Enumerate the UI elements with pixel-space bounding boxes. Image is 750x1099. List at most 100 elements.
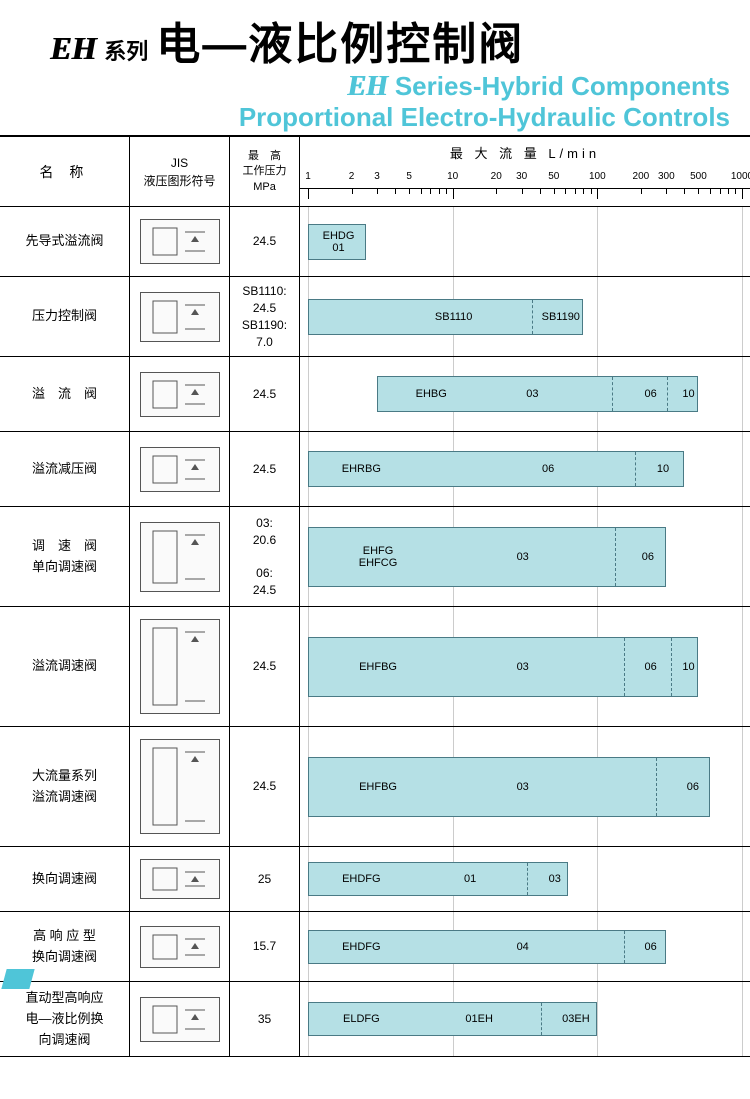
bar-label: 03 — [517, 781, 529, 793]
bar-label: 03EH — [562, 1013, 590, 1025]
flow-bar: SB1110SB1190 — [308, 299, 583, 335]
axis-tick — [583, 189, 584, 194]
bar-divider — [527, 863, 528, 895]
eh-logo-cyan: EH — [347, 71, 387, 102]
bar-label: 06 — [642, 551, 654, 563]
bar-label: EHDFG — [342, 941, 381, 953]
grid-line — [742, 607, 743, 726]
axis-tick-label: 1 — [305, 171, 311, 182]
axis-tick-label: 5 — [406, 171, 412, 182]
axis-tick-label: 200 — [633, 171, 650, 182]
bar-label: 03 — [526, 388, 538, 400]
table-row: 换向调速阀25EHDFG0103 — [0, 847, 750, 912]
table-row: 溢 流 阀24.5EHBG030610 — [0, 357, 750, 432]
grid-line — [308, 357, 309, 431]
row-name: 压力控制阀 — [0, 277, 130, 356]
row-chart: EHBG030610 — [300, 357, 750, 431]
grid-line — [742, 507, 743, 606]
subtitle-en-1: EH Series-Hybrid Components — [50, 72, 730, 103]
row-chart: EHDG 01 — [300, 207, 750, 276]
row-mpa: 24.5 — [230, 207, 300, 276]
bar-label: EHBG — [416, 388, 447, 400]
grid-line — [597, 847, 598, 911]
bar-label: EHFBG — [359, 781, 397, 793]
row-symbol — [130, 207, 230, 276]
bar-label: 06 — [687, 781, 699, 793]
row-chart: EHFBG 03 06 — [300, 727, 750, 846]
axis-tick — [522, 189, 523, 194]
grid-line — [742, 277, 743, 356]
flow-bar: EHDFG0406 — [308, 930, 666, 964]
axis-tick-label: 3 — [374, 171, 380, 182]
row-mpa: 03: 20.6 06: 24.5 — [230, 507, 300, 606]
grid-line — [453, 207, 454, 276]
col-header-symbol: JIS 液压图形符号 — [130, 137, 230, 206]
row-symbol — [130, 607, 230, 726]
row-chart: EHDFG0103 — [300, 847, 750, 911]
axis-tick — [591, 189, 592, 194]
hydraulic-symbol-icon — [140, 859, 220, 899]
row-mpa: 25 — [230, 847, 300, 911]
bar-divider — [667, 377, 668, 411]
row-symbol — [130, 727, 230, 846]
bar-divider — [612, 377, 613, 411]
row-symbol — [130, 432, 230, 506]
axis-tick — [698, 189, 699, 194]
grid-line — [742, 982, 743, 1056]
bar-label: 03 — [517, 551, 529, 563]
bar-divider — [532, 300, 533, 334]
eh-logo: EH — [50, 30, 96, 67]
title-line-2: EH Series-Hybrid Components Proportional… — [50, 72, 740, 131]
row-chart: ELDFG01EH03EH — [300, 982, 750, 1056]
title-line-1: EH 系列 电—液比例控制阀 — [50, 8, 740, 72]
grid-line — [597, 277, 598, 356]
data-table: 名 称 JIS 液压图形符号 最 高 工作压力 MPa 最 大 流 量 L/mi… — [0, 135, 750, 1057]
axis-tick — [728, 189, 729, 194]
row-mpa: SB1110: 24.5 SB1190: 7.0 — [230, 277, 300, 356]
row-chart: EHDFG0406 — [300, 912, 750, 981]
series-label-cn: 系列 — [104, 34, 148, 66]
hydraulic-symbol-icon — [140, 219, 220, 264]
hydraulic-symbol-icon — [140, 522, 220, 592]
axis-tick-label: 10 — [447, 171, 458, 182]
flow-bar: ELDFG01EH03EH — [308, 1002, 597, 1036]
axis-tick — [597, 189, 598, 199]
table-row: 直动型高响应 电—液比例换 向调速阀35ELDFG01EH03EH — [0, 982, 750, 1057]
bar-label: EHRBG — [342, 463, 381, 475]
bar-label: EHFG EHFCG — [359, 545, 398, 569]
table-row: 压力控制阀 SB1110: 24.5 SB1190: 7.0SB1110SB119… — [0, 277, 750, 357]
bar-label: 06 — [542, 463, 554, 475]
chart-axis-title: 最 大 流 量 L/min — [450, 143, 600, 162]
axis-tick — [641, 189, 642, 194]
row-mpa: 24.5 — [230, 727, 300, 846]
bar-label: ELDFG — [343, 1013, 380, 1025]
bar-divider — [615, 528, 616, 586]
bar-label: 06 — [645, 941, 657, 953]
bar-label: 06 — [645, 661, 657, 673]
bar-divider — [635, 452, 636, 486]
axis: 1235102030501002003005001000 — [300, 171, 750, 206]
axis-tick — [554, 189, 555, 194]
axis-tick — [421, 189, 422, 194]
axis-tick — [710, 189, 711, 194]
table-row: 大流量系列 溢流调速阀24.5EHFBG0306 — [0, 727, 750, 847]
flow-bar: EHRBG0610 — [308, 451, 684, 487]
tick-area — [300, 188, 750, 206]
flow-bar: EHFG EHFCG 03 06 — [308, 527, 666, 587]
row-mpa: 24.5 — [230, 607, 300, 726]
grid-line — [742, 432, 743, 506]
axis-tick-label: 500 — [690, 171, 707, 182]
axis-tick — [735, 189, 736, 194]
hydraulic-symbol-icon — [140, 292, 220, 342]
bar-divider — [671, 638, 672, 696]
axis-tick — [684, 189, 685, 194]
row-name: 调 速 阀 单向调速阀 — [0, 507, 130, 606]
row-symbol — [130, 912, 230, 981]
bar-divider — [624, 638, 625, 696]
axis-tick — [395, 189, 396, 194]
bar-label: EHDFG — [342, 873, 381, 885]
bar-divider — [624, 931, 625, 963]
row-symbol — [130, 357, 230, 431]
flow-bar: EHDFG0103 — [308, 862, 568, 896]
table-row: 高 响 应 型 换向调速阀15.7EHDFG0406 — [0, 912, 750, 982]
